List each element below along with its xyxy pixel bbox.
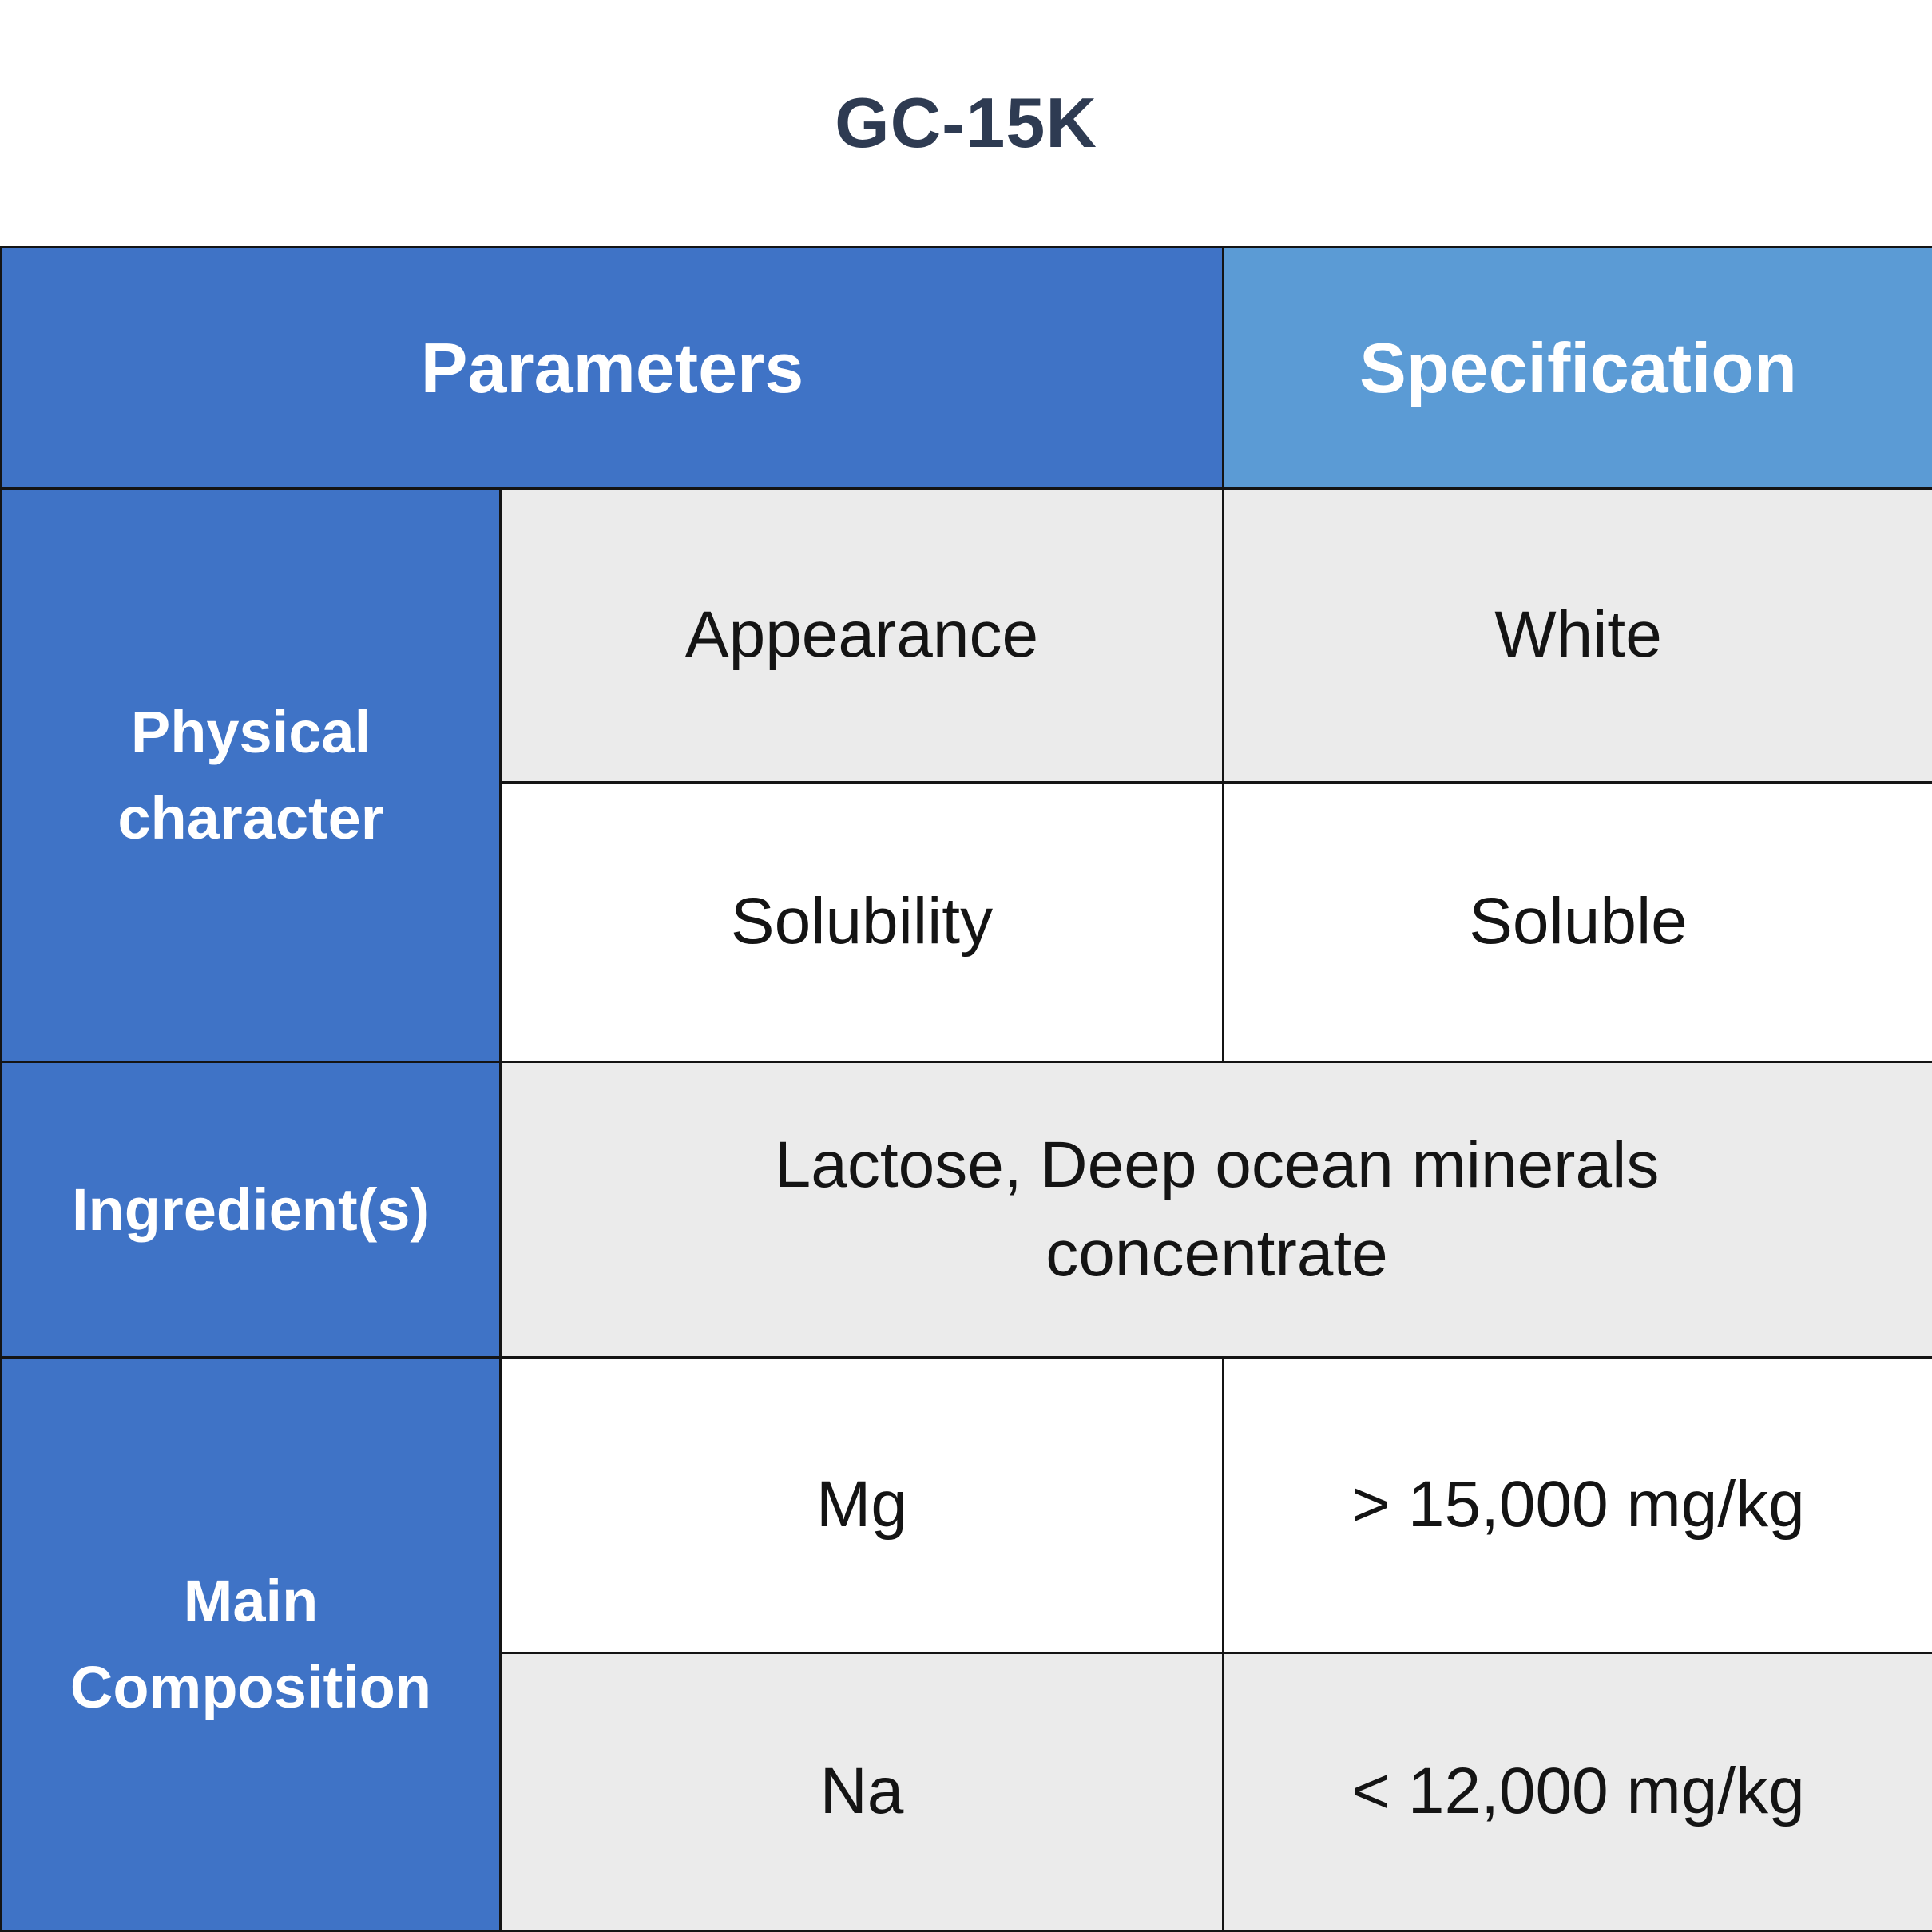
group-label-main-composition: Main Composition bbox=[0, 1356, 502, 1932]
row-ingredients: Ingredient(s) Lactose, Deep ocean minera… bbox=[0, 1061, 1932, 1359]
ingredients-value: Lactose, Deep ocean minerals concentrate bbox=[774, 1128, 1660, 1290]
header-row: Parameters Specification bbox=[0, 246, 1932, 490]
product-title: GC-15K bbox=[835, 83, 1097, 162]
column-header-specification: Specification bbox=[1222, 246, 1932, 490]
parameter-mg: Mg bbox=[498, 1356, 1225, 1654]
specification-mg: > 15,000 mg/kg bbox=[1222, 1356, 1932, 1654]
parameter-solubility: Solubility bbox=[498, 781, 1225, 1063]
row-mg: Main Composition Mg > 15,000 mg/kg bbox=[0, 1356, 1932, 1932]
column-header-parameters: Parameters bbox=[0, 246, 1225, 490]
specification-solubility: Soluble bbox=[1222, 781, 1932, 1063]
specification-table: Parameters Specification Physical charac… bbox=[0, 246, 1932, 1932]
parameter-na: Na bbox=[498, 1652, 1225, 1932]
parameter-appearance: Appearance bbox=[498, 487, 1225, 784]
ingredients-value-cell: Lactose, Deep ocean minerals concentrate bbox=[498, 1061, 1932, 1359]
specification-appearance: White bbox=[1222, 487, 1932, 784]
title-bar: GC-15K bbox=[0, 0, 1932, 246]
row-appearance: Physical character Appearance White bbox=[0, 487, 1932, 1063]
specification-na: < 12,000 mg/kg bbox=[1222, 1652, 1932, 1932]
group-label-physical-character: Physical character bbox=[0, 487, 502, 1063]
group-label-ingredients: Ingredient(s) bbox=[0, 1061, 502, 1359]
row-solubility: Solubility Soluble bbox=[2, 781, 1932, 1063]
row-na: Na < 12,000 mg/kg bbox=[2, 1652, 1932, 1932]
